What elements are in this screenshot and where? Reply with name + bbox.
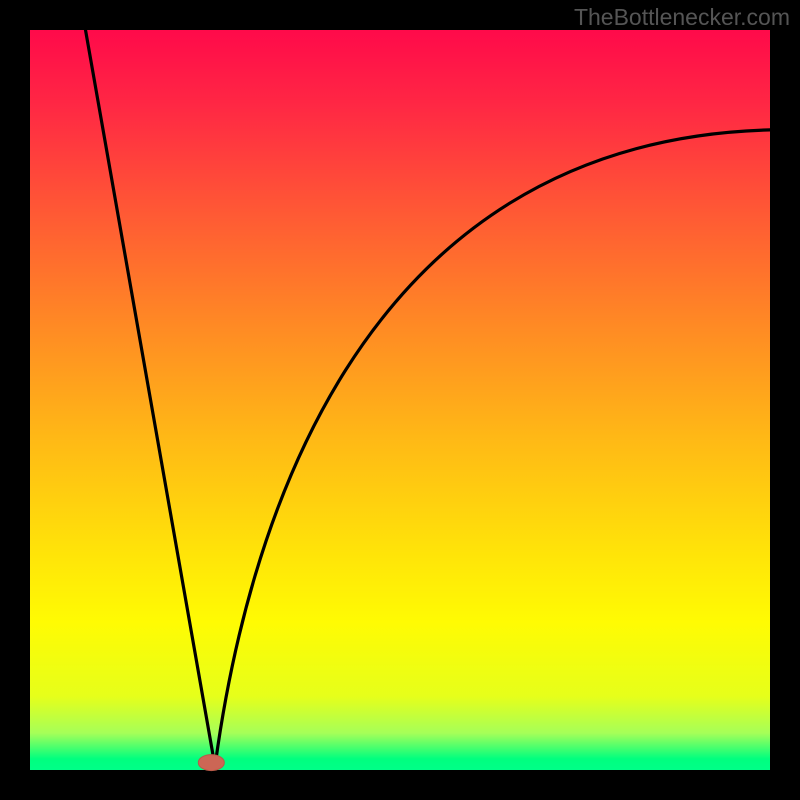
optimum-marker <box>198 755 224 771</box>
plot-background <box>30 30 770 770</box>
watermark-text: TheBottlenecker.com <box>574 4 790 31</box>
bottleneck-chart: TheBottlenecker.com <box>0 0 800 800</box>
chart-svg <box>0 0 800 800</box>
